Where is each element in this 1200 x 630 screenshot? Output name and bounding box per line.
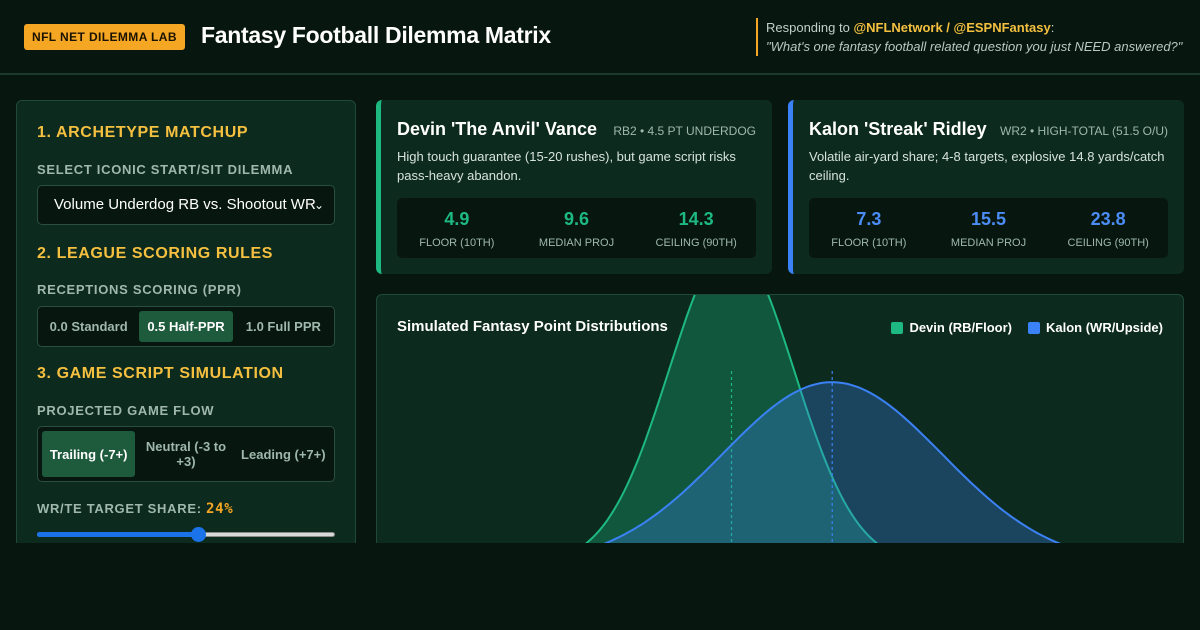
legend-item-kalon[interactable]: Kalon (WR/Upside) xyxy=(1028,320,1163,335)
flow-option-trailing[interactable]: Trailing (-7+) xyxy=(42,431,136,477)
player-role: WR2 • HIGH-TOTAL (51.5 O/U) xyxy=(1000,124,1168,138)
player-card-kalon: Kalon 'Streak' Ridley WR2 • HIGH-TOTAL (… xyxy=(788,100,1184,274)
stat-label: CEILING (90TH) xyxy=(655,237,737,249)
ppr-option-half[interactable]: 0.5 Half-PPR xyxy=(139,311,233,342)
ppr-toggle-group: 0.0 Standard 0.5 Half-PPR 1.0 Full PPR xyxy=(37,306,335,347)
controls-panel: 1. ARCHETYPE MATCHUP SELECT ICONIC START… xyxy=(16,100,356,560)
stat-label: FLOOR (10TH) xyxy=(831,237,907,249)
ppr-label: RECEPTIONS SCORING (PPR) xyxy=(37,282,242,297)
stat-median: 9.6 MEDIAN PROJ xyxy=(517,198,637,258)
legend-label: Devin (RB/Floor) xyxy=(909,320,1012,335)
stat-floor: 4.9 FLOOR (10TH) xyxy=(397,198,517,258)
player-name: Kalon 'Streak' Ridley xyxy=(809,119,987,139)
responding-handles[interactable]: @NFLNetwork / @ESPNFantasy xyxy=(853,20,1051,35)
stat-value: 23.8 xyxy=(1090,209,1126,229)
chevron-down-icon: ⌄ xyxy=(313,198,324,212)
slider-thumb[interactable] xyxy=(191,527,206,542)
lab-badge: NFL NET DILEMMA LAB xyxy=(24,24,185,50)
app-title: Fantasy Football Dilemma Matrix xyxy=(201,22,551,48)
script-section-title: 3. GAME SCRIPT SIMULATION xyxy=(37,365,284,382)
dilemma-select-value: Volume Underdog RB vs. Shootout WR xyxy=(54,196,316,213)
game-flow-label: PROJECTED GAME FLOW xyxy=(37,403,215,418)
stat-value: 9.6 xyxy=(563,209,590,229)
legend-label: Kalon (WR/Upside) xyxy=(1046,320,1163,335)
app-header: NFL NET DILEMMA LAB Fantasy Football Dil… xyxy=(0,0,1200,75)
player-description: Volatile air-yard share; 4-8 targets, ex… xyxy=(809,149,1165,183)
legend-swatch xyxy=(1028,321,1040,334)
target-share-label: WR/TE TARGET SHARE: 24% xyxy=(37,501,233,517)
dilemma-select[interactable]: Volume Underdog RB vs. Shootout WR ⌄ xyxy=(37,185,335,225)
player-name: Devin 'The Anvil' Vance xyxy=(397,119,597,139)
responding-suffix: : xyxy=(1050,20,1055,35)
stat-label: FLOOR (10TH) xyxy=(419,237,495,249)
stat-value: 4.9 xyxy=(444,209,470,229)
chart-title: Simulated Fantasy Point Distributions xyxy=(397,318,668,335)
player-card-devin: Devin 'The Anvil' Vance RB2 • 4.5 PT UND… xyxy=(376,100,772,274)
target-share-label-text: WR/TE TARGET SHARE: xyxy=(37,501,202,516)
scoring-section-title: 2. LEAGUE SCORING RULES xyxy=(37,245,274,262)
stat-value: 14.3 xyxy=(678,209,714,229)
responding-prefix: Responding to xyxy=(766,20,854,35)
player-stats: 4.9 FLOOR (10TH) 9.6 MEDIAN PROJ 14.3 CE… xyxy=(397,198,756,258)
stat-value: 7.3 xyxy=(856,209,882,229)
ppr-option-full[interactable]: 1.0 Full PPR xyxy=(245,319,321,334)
archetype-section-title: 1. ARCHETYPE MATCHUP xyxy=(37,124,249,141)
player-description: High touch guarantee (15-20 rushes), but… xyxy=(397,149,736,183)
flow-option-neutral[interactable]: Neutral (-3 to +3) xyxy=(145,439,227,469)
distribution-area-devin xyxy=(531,295,932,563)
player-stats: 7.3 FLOOR (10TH) 15.5 MEDIAN PROJ 23.8 C… xyxy=(809,198,1168,258)
slider-fill xyxy=(37,532,198,537)
distribution-area-kalon xyxy=(501,382,1162,563)
stat-floor: 7.3 FLOOR (10TH) xyxy=(809,198,929,258)
player-role: RB2 • 4.5 PT UNDERDOG xyxy=(613,124,756,138)
stat-label: MEDIAN PROJ xyxy=(538,237,615,249)
legend-swatch xyxy=(891,321,904,334)
distribution-curve-devin xyxy=(519,295,946,563)
dilemma-label: SELECT ICONIC START/SIT DILEMMA xyxy=(37,162,294,177)
target-share-slider[interactable] xyxy=(37,527,335,542)
game-flow-toggle-group: Trailing (-7+) Neutral (-3 to +3) Leadin… xyxy=(37,426,335,482)
stat-label: MEDIAN PROJ xyxy=(950,237,1027,249)
stat-ceiling: 23.8 CEILING (90TH) xyxy=(1048,198,1168,258)
question-quote: "What's one fantasy football related que… xyxy=(766,39,1183,54)
viewport-bottom xyxy=(0,543,1200,630)
ppr-option-standard[interactable]: 0.0 Standard xyxy=(49,319,128,334)
target-share-value: 24% xyxy=(206,501,234,517)
distribution-chart-panel: Simulated Fantasy Point Distributions De… xyxy=(376,294,1184,564)
stat-ceiling: 14.3 CEILING (90TH) xyxy=(636,198,756,258)
legend-item-devin[interactable]: Devin (RB/Floor) xyxy=(891,320,1012,335)
chart-legend: Devin (RB/Floor) Kalon (WR/Upside) xyxy=(891,320,1163,335)
stat-median: 15.5 MEDIAN PROJ xyxy=(929,198,1049,258)
stat-label: CEILING (90TH) xyxy=(1067,237,1149,249)
flow-option-leading[interactable]: Leading (+7+) xyxy=(241,446,326,462)
distribution-chart xyxy=(477,295,1166,563)
responding-quote: Responding to @NFLNetwork / @ESPNFantasy… xyxy=(756,18,1182,56)
stat-value: 15.5 xyxy=(970,209,1007,229)
